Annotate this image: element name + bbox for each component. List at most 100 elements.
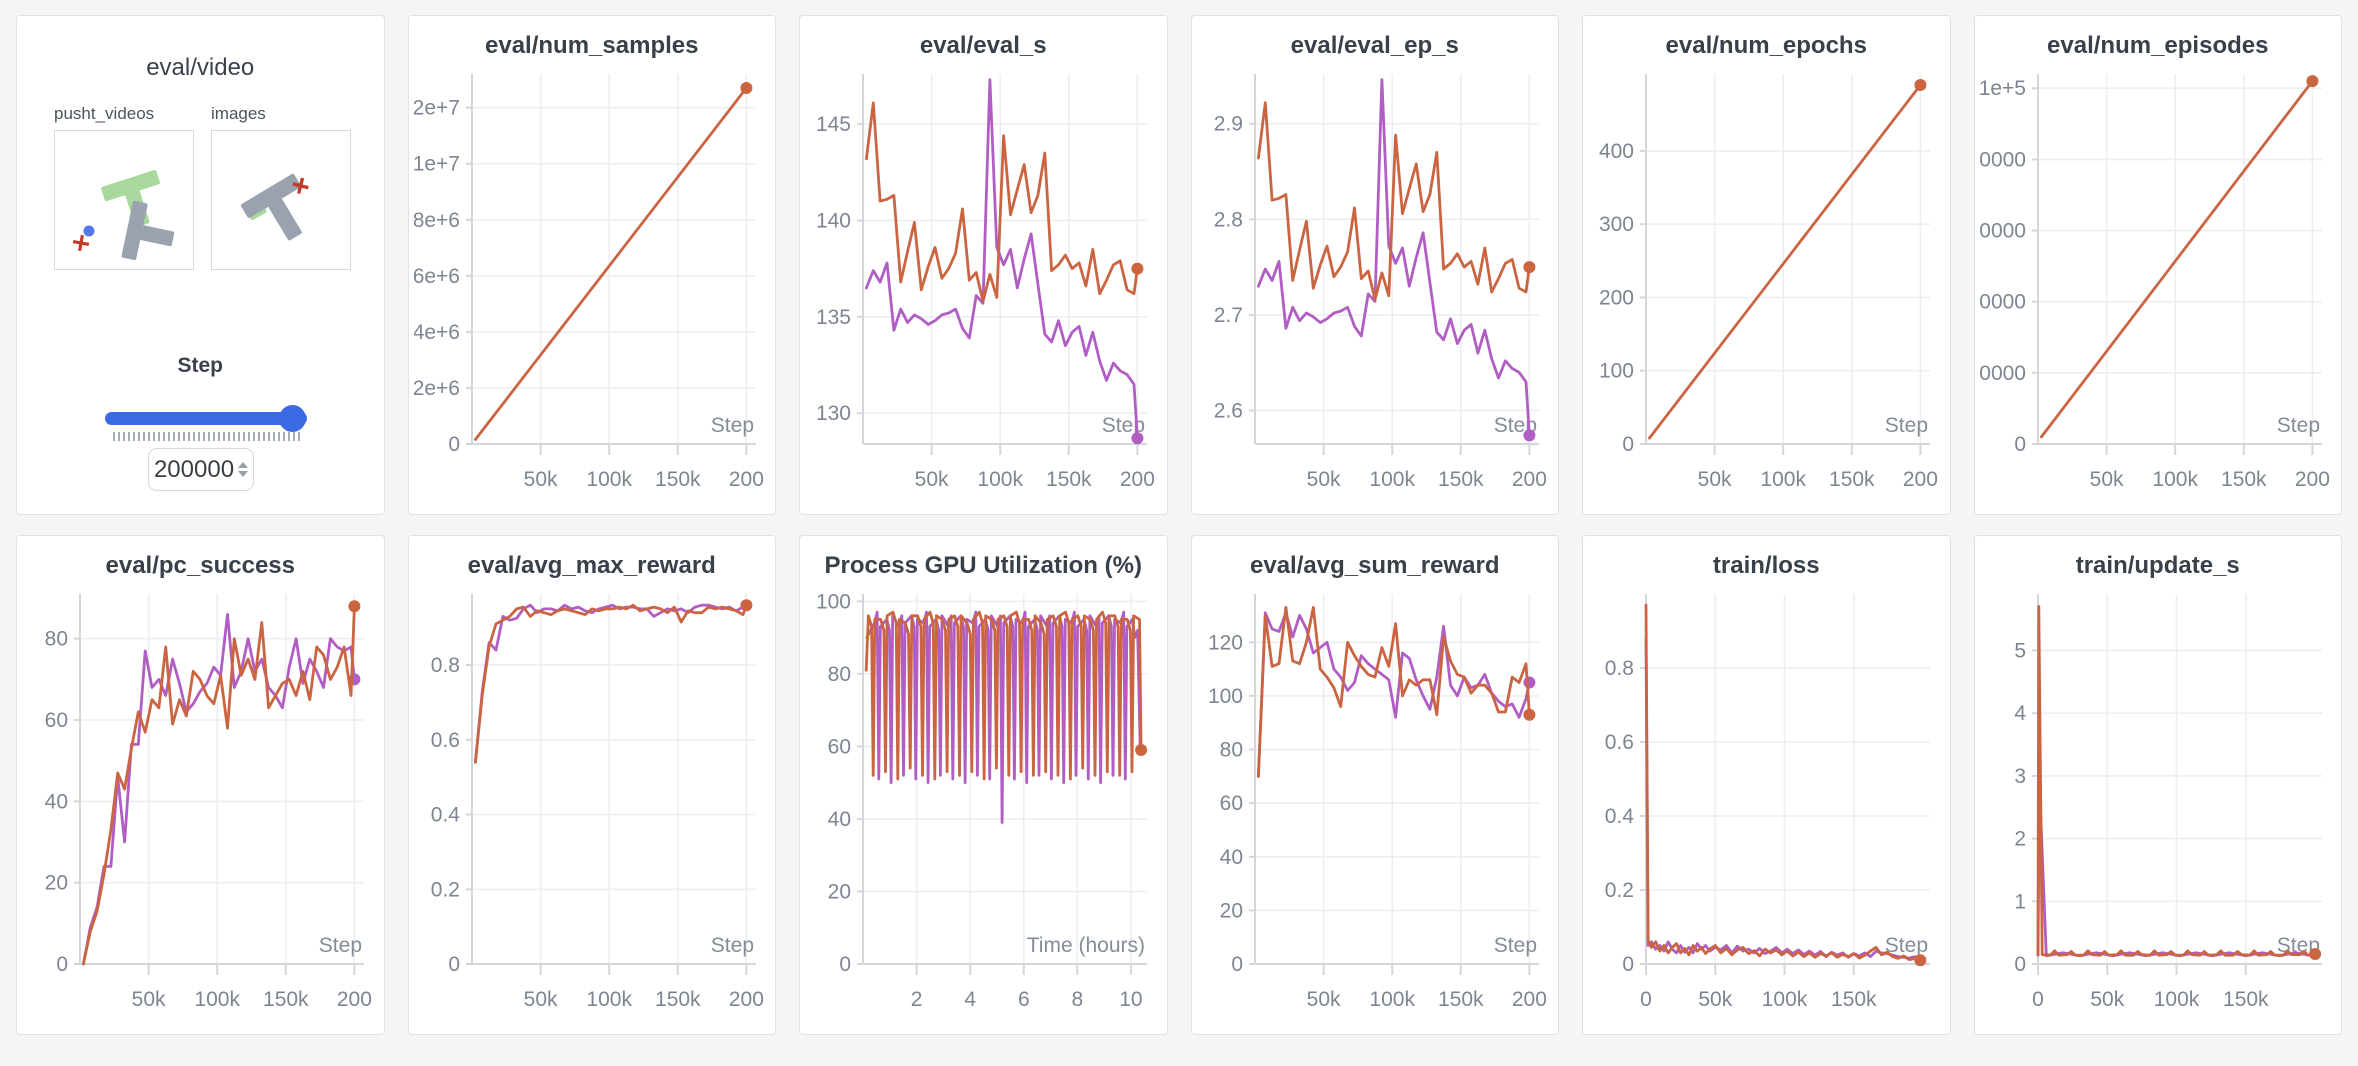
- chart-title: train/update_s: [2075, 552, 2240, 579]
- panel-eval-video: eval/video pusht_videos images: [16, 15, 385, 515]
- svg-text:100k: 100k: [1762, 988, 1808, 1011]
- svg-text:20: 20: [45, 872, 68, 895]
- svg-text:3: 3: [2014, 765, 2026, 788]
- step-slider-handle[interactable]: [279, 405, 306, 432]
- chart-eval-pc-success[interactable]: 0 20 40 60 80 50k 100k 150k 200 Step: [22, 584, 378, 1020]
- svg-text:200: 200: [1512, 988, 1547, 1011]
- svg-text:80: 80: [1219, 739, 1242, 762]
- svg-text:1.2e+7: 1.2e+7: [414, 97, 460, 120]
- chart-title: eval/eval_s: [919, 32, 1047, 59]
- svg-text:0.4: 0.4: [431, 804, 461, 827]
- chart-eval-num-epochs[interactable]: 0 100 200 300 400 50k 100k 150k 200 Step: [1588, 64, 1944, 500]
- svg-text:200: 200: [1120, 468, 1155, 491]
- svg-text:0: 0: [840, 953, 852, 976]
- chart-eval-num-episodes[interactable]: 0 20000 40000 60000 80000 1e+5 50k 100k 150k 200 S…: [1980, 64, 2336, 500]
- svg-text:80: 80: [828, 663, 851, 686]
- svg-text:0.6: 0.6: [431, 729, 460, 752]
- svg-text:100k: 100k: [586, 468, 632, 491]
- media-label-pusht-videos: pusht_videos: [54, 104, 155, 123]
- svg-text:100: 100: [816, 590, 851, 613]
- svg-text:50k: 50k: [1698, 468, 1732, 491]
- pusht-render: [72, 169, 175, 261]
- pusht-agent-dot: [83, 225, 95, 237]
- chart-eval-eval-s[interactable]: 130 135 140 145 50k 100k 150k 200 Step: [805, 64, 1161, 500]
- svg-text:1e+7: 1e+7: [414, 153, 460, 176]
- svg-text:150k: 150k: [1438, 988, 1484, 1011]
- svg-text:60: 60: [1219, 792, 1242, 815]
- svg-text:150k: 150k: [2221, 468, 2267, 491]
- svg-text:100k: 100k: [1369, 468, 1415, 491]
- chart-eval-avg-sum-reward[interactable]: 0 20 40 60 80 100 120 50k 100k 150k 200 Step: [1197, 584, 1553, 1020]
- svg-text:200: 200: [729, 988, 764, 1011]
- chart-title: eval/num_epochs: [1665, 32, 1867, 59]
- svg-text:2: 2: [2014, 828, 2026, 851]
- svg-text:60: 60: [828, 735, 851, 758]
- svg-text:200: 200: [2295, 468, 2330, 491]
- svg-text:100: 100: [1208, 685, 1243, 708]
- panel-process-gpu-utilization: Process GPU Utilization (%) 0 20 40 60 80 100…: [799, 535, 1168, 1035]
- svg-text:0.8: 0.8: [431, 654, 460, 677]
- svg-text:2.6: 2.6: [1214, 400, 1243, 423]
- svg-text:Step: Step: [1885, 934, 1928, 957]
- svg-text:Step: Step: [1494, 934, 1537, 957]
- svg-text:8: 8: [1072, 988, 1084, 1011]
- svg-text:0: 0: [1623, 953, 1635, 976]
- svg-text:0.2: 0.2: [1605, 879, 1634, 902]
- svg-text:2.9: 2.9: [1214, 113, 1243, 136]
- chart-eval-num-samples[interactable]: 0 2e+6 4e+6 6e+6 8e+6 1e+7 1.2e+7 50k 100k 150k 20…: [414, 64, 770, 500]
- svg-text:4: 4: [2014, 702, 2026, 725]
- svg-text:200: 200: [337, 988, 372, 1011]
- svg-text:150k: 150k: [1831, 988, 1877, 1011]
- svg-text:1: 1: [2014, 890, 2026, 913]
- svg-text:50k: 50k: [132, 988, 166, 1011]
- images-block-t-shape: [240, 173, 302, 241]
- chart-title: eval/avg_max_reward: [467, 552, 716, 579]
- svg-text:100k: 100k: [2153, 988, 2199, 1011]
- chart-train-loss[interactable]: 0 0.2 0.4 0.6 0.8 0 50k 100k 150k Step: [1588, 584, 1944, 1020]
- stepper-up-icon[interactable]: [238, 462, 249, 468]
- svg-text:300: 300: [1599, 213, 1634, 236]
- images-render: [240, 173, 309, 241]
- svg-text:100k: 100k: [978, 468, 1024, 491]
- step-value-input[interactable]: 200000: [148, 448, 254, 491]
- svg-text:0: 0: [1231, 953, 1243, 976]
- svg-text:4: 4: [965, 988, 977, 1011]
- step-stepper: [238, 462, 249, 477]
- svg-text:100k: 100k: [1761, 468, 1807, 491]
- svg-text:150k: 150k: [655, 468, 701, 491]
- svg-text:200: 200: [1512, 468, 1547, 491]
- svg-text:150k: 150k: [655, 988, 701, 1011]
- svg-text:2.7: 2.7: [1214, 304, 1243, 327]
- svg-text:0: 0: [1623, 433, 1635, 456]
- chart-title: eval/num_samples: [485, 32, 699, 59]
- svg-text:40: 40: [1219, 846, 1242, 869]
- svg-text:Step: Step: [1885, 414, 1928, 437]
- svg-text:80: 80: [45, 628, 68, 651]
- svg-text:100k: 100k: [1369, 988, 1415, 1011]
- svg-text:10: 10: [1119, 988, 1142, 1011]
- stepper-down-icon[interactable]: [238, 471, 249, 477]
- svg-text:Time (hours): Time (hours): [1027, 934, 1145, 957]
- pusht-target-cross: [72, 234, 90, 252]
- svg-text:150k: 150k: [1829, 468, 1875, 491]
- svg-text:0: 0: [57, 953, 69, 976]
- step-slider-label: Step: [177, 354, 223, 377]
- svg-text:0: 0: [2014, 953, 2026, 976]
- svg-text:100k: 100k: [2152, 468, 2198, 491]
- svg-text:150k: 150k: [2223, 988, 2269, 1011]
- chart-title: eval/num_episodes: [2047, 32, 2269, 59]
- chart-eval-avg-max-reward[interactable]: 0 0.2 0.4 0.6 0.8 50k 100k 150k 200 Step: [414, 584, 770, 1020]
- svg-text:135: 135: [816, 306, 851, 329]
- chart-process-gpu-utilization[interactable]: 0 20 40 60 80 100 2 4 6 8 10 Time (hours): [805, 584, 1161, 1020]
- svg-text:1e+5: 1e+5: [1980, 77, 2026, 100]
- svg-text:0: 0: [448, 433, 460, 456]
- svg-text:60000: 60000: [1980, 220, 2026, 243]
- pusht-video-thumbnail[interactable]: [54, 130, 194, 270]
- chart-title: eval/pc_success: [105, 552, 295, 579]
- panel-train-update-s: train/update_s 0 1 2 3 4 5 0 50k 100k 150k Step: [1973, 535, 2342, 1035]
- svg-text:4e+6: 4e+6: [414, 321, 460, 344]
- images-thumbnail[interactable]: [211, 130, 351, 270]
- step-slider-track[interactable]: [105, 412, 307, 425]
